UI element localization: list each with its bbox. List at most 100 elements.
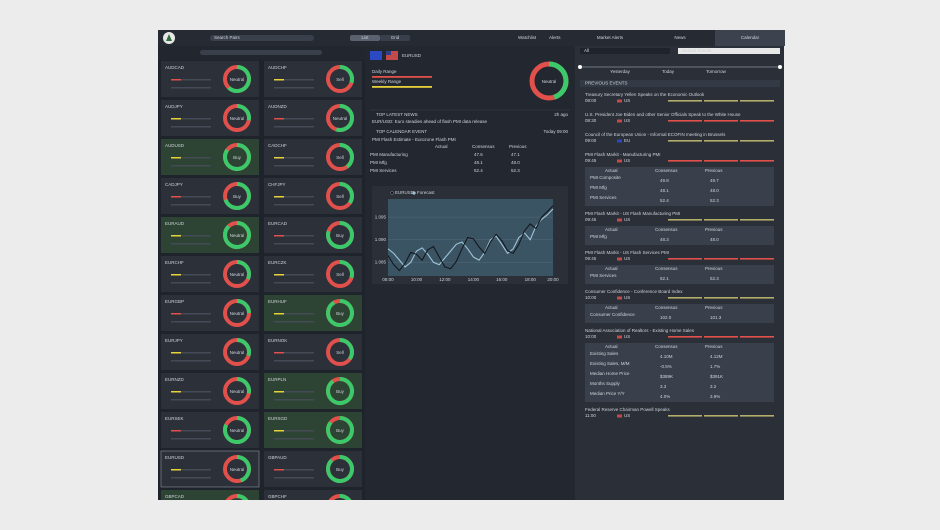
impact-bar — [668, 415, 702, 417]
donut-long — [223, 416, 251, 444]
pair-card[interactable]: EURNZD Neutral — [161, 373, 259, 409]
x-tick-label: 14:00 — [468, 277, 480, 282]
pair-card[interactable]: AUDCHF Sell — [264, 61, 362, 97]
event-country: US — [624, 413, 630, 418]
row-label: Existing Sales — [590, 351, 619, 356]
donut-long — [236, 338, 251, 357]
bar-track — [274, 321, 314, 323]
cell: 48.0 — [710, 188, 719, 193]
donut-label: Buy — [233, 155, 242, 160]
impact-bar — [668, 219, 702, 221]
col-head: Actual — [605, 227, 618, 232]
pair-name: CADJPY — [165, 182, 183, 187]
event-title[interactable]: Consumer Confidence - Conference Board I… — [585, 289, 683, 294]
pair-card[interactable]: AUDCAD Neutral — [161, 61, 259, 97]
pair-card[interactable]: EURNOK Sell — [264, 334, 362, 370]
cell: 48.0 — [511, 160, 520, 165]
flag — [617, 218, 622, 222]
x-tick-label: 20:00 — [547, 277, 559, 282]
cell: 52.4 — [474, 168, 483, 173]
slider-knob[interactable] — [578, 65, 582, 69]
impact-bar — [668, 258, 702, 260]
donut-long — [548, 61, 569, 100]
impact-bar — [668, 120, 702, 122]
bar-short — [171, 118, 181, 120]
link-alerts[interactable]: Alerts — [549, 35, 561, 40]
bar-track — [274, 282, 314, 284]
tab[interactable] — [575, 30, 645, 46]
toggle-grid[interactable]: Grid — [391, 35, 400, 40]
pair-card[interactable]: EURAUD Neutral — [161, 217, 259, 253]
pair-card[interactable]: EURJPY Neutral — [161, 334, 259, 370]
legend-swatch — [412, 191, 416, 195]
tab-label[interactable]: Calendar — [741, 35, 760, 40]
event-title[interactable]: PMI Flash Markit - Manufacturing PMI — [585, 152, 661, 157]
pair-card[interactable]: AUDJPY Neutral — [161, 100, 259, 136]
impact-bar — [668, 140, 702, 142]
bar-track — [274, 360, 314, 362]
impact-bar — [740, 415, 774, 417]
impact-bar — [704, 415, 738, 417]
event-title[interactable]: PMI Flash Markit - US Flash Services PMI — [585, 250, 669, 255]
pair-card[interactable]: EURCAD Buy — [264, 217, 362, 253]
event-title[interactable]: National Association of Realtors - Exist… — [585, 328, 695, 333]
card-bg — [264, 490, 362, 500]
pair-card[interactable]: EURSGD Buy — [264, 412, 362, 448]
pair-card[interactable]: GBPCHF Sell — [264, 490, 362, 526]
bar-track — [274, 352, 314, 354]
pair-name: EURJPY — [165, 338, 183, 343]
pair-card[interactable]: CHFJPY Sell — [264, 178, 362, 214]
event-time: 08:30 — [585, 118, 597, 123]
event-time: 09:00 — [585, 138, 597, 143]
impact-bar — [704, 120, 738, 122]
donut-label: Buy — [336, 311, 345, 316]
pair-card[interactable]: EURCHF Neutral — [161, 256, 259, 292]
slider-knob[interactable] — [778, 65, 782, 69]
pair-card[interactable]: EURPLN Buy — [264, 373, 362, 409]
search-box[interactable] — [210, 35, 314, 41]
donut-label: Neutral — [542, 79, 557, 84]
event-title[interactable]: PMI Flash Markit - US Flash Manufacturin… — [585, 211, 680, 216]
pair-card[interactable]: EURSEK Neutral — [161, 412, 259, 448]
tab[interactable] — [645, 30, 715, 46]
y-tick-label: 1.090 — [375, 237, 387, 242]
link-watchlist[interactable]: Watchlist — [518, 35, 537, 40]
filter-box[interactable] — [580, 48, 670, 54]
cell: 48.1 — [474, 160, 483, 165]
event-title[interactable]: Council of the European Union - Informal… — [585, 132, 726, 137]
row-label: Median Price Y/Y — [590, 391, 625, 396]
toggle-list[interactable]: List — [361, 35, 369, 40]
pair-name: EURCHF — [165, 260, 184, 265]
toggle-off[interactable] — [380, 35, 410, 41]
y-tick-label: 1.085 — [375, 260, 387, 265]
search-text[interactable]: Search Pairs — [214, 35, 241, 40]
bar-short — [171, 157, 181, 159]
tab[interactable] — [715, 30, 785, 46]
col-head: Previous — [705, 227, 723, 232]
toggle-on[interactable] — [350, 35, 380, 41]
row-label: PMI Mfg — [370, 160, 387, 165]
tab-label[interactable]: News — [674, 35, 686, 40]
filter-text[interactable]: All — [584, 48, 589, 53]
event-title[interactable]: U.S. President Joe Biden and other Senio… — [585, 112, 741, 117]
pair-card[interactable]: EURHUF Buy — [264, 295, 362, 331]
event-title[interactable]: Treasury Secretary Yellen Speaks on the … — [585, 92, 705, 97]
event-search[interactable] — [678, 48, 780, 54]
donut-label: Neutral — [230, 350, 245, 355]
pair-card[interactable]: EURCZK Sell — [264, 256, 362, 292]
pair-card[interactable]: CADCHF Sell — [264, 139, 362, 175]
pair-card[interactable]: AUDUSD Buy — [161, 139, 259, 175]
event-time: 11:00 — [585, 413, 596, 418]
pair-card[interactable]: AUDNZD Neutral — [264, 100, 362, 136]
pair-filter[interactable] — [200, 50, 322, 55]
tab-label[interactable]: Market Alerts — [597, 35, 624, 40]
pair-card[interactable]: EURGBP Neutral — [161, 295, 259, 331]
cell: 47.6 — [474, 152, 483, 157]
pair-card[interactable]: GBPAUD Buy — [264, 451, 362, 487]
pair-card[interactable]: CADJPY Buy — [161, 178, 259, 214]
pair-card[interactable]: GBPCAD Neutral — [161, 490, 259, 526]
event-title[interactable]: Federal Reserve Chairman Powell Speaks — [585, 407, 671, 412]
cell: 52.3 — [710, 198, 719, 203]
event-search-text[interactable]: Search Events — [682, 48, 712, 53]
pair-card[interactable]: EURUSD Neutral — [160, 450, 260, 488]
